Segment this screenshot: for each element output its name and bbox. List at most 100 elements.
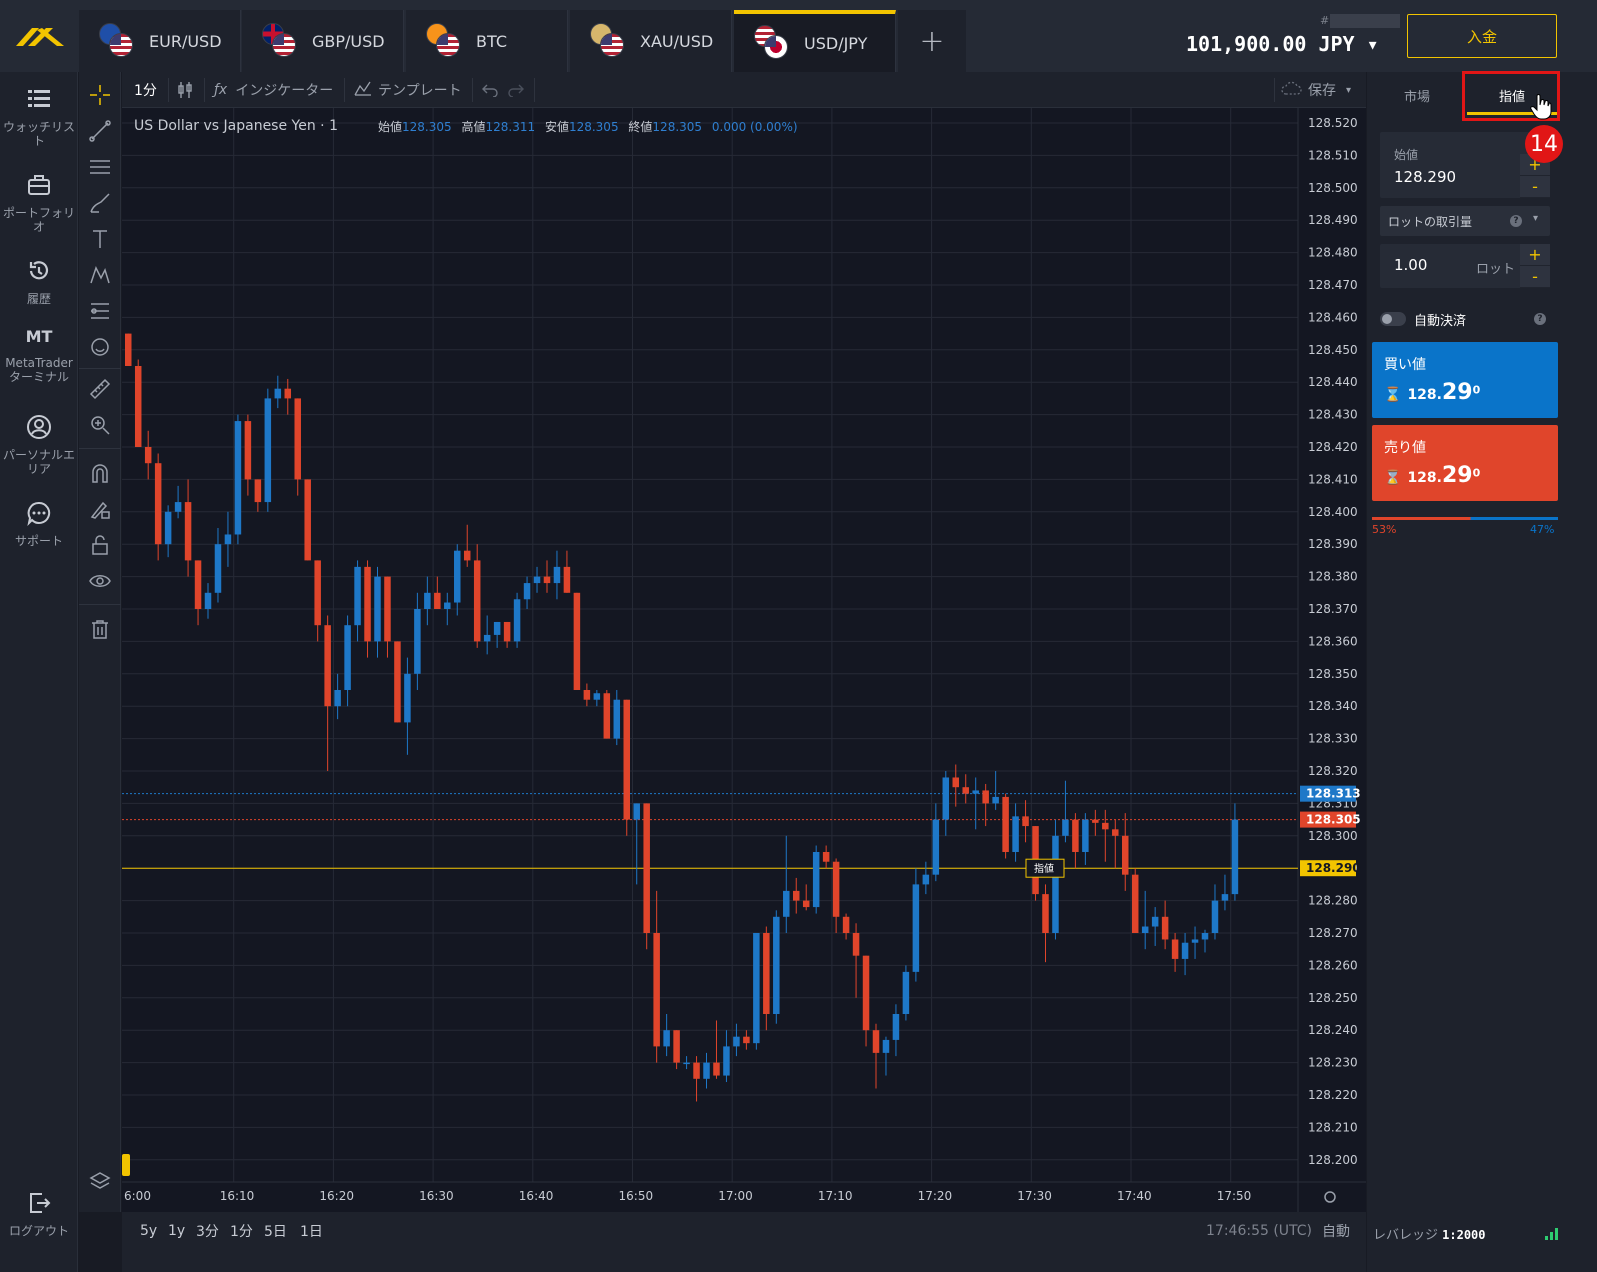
open-price-value[interactable]: 128.290 xyxy=(1394,168,1457,186)
candle-body xyxy=(773,916,780,1014)
templates-button[interactable]: テンプレート xyxy=(354,72,462,108)
ruler-tool-icon[interactable] xyxy=(85,374,115,404)
fib-lines-tool-icon[interactable] xyxy=(85,152,115,182)
candle-body xyxy=(463,550,471,561)
tab-label: XAU/USD xyxy=(640,31,714,51)
sell-price-pips: 29 xyxy=(1441,463,1473,488)
nav-logout[interactable]: ログアウト xyxy=(0,1190,78,1238)
candle-body xyxy=(414,609,421,674)
tab-gbpusd[interactable]: GBP/USD xyxy=(242,10,404,72)
nav-portfolio[interactable]: ポートフォリオ xyxy=(0,172,78,234)
buy-button[interactable]: 買い値 ⌛ 128.290 xyxy=(1372,342,1558,418)
eye-icon[interactable] xyxy=(85,566,115,596)
brush-tool-icon[interactable] xyxy=(85,188,115,218)
scroll-left-handle xyxy=(122,1154,130,1176)
crosshair-tool-icon[interactable] xyxy=(85,80,115,110)
candle-body xyxy=(842,916,850,933)
add-tab-button[interactable]: + xyxy=(898,10,966,72)
trendline-tool-icon[interactable] xyxy=(85,116,115,146)
candle-body xyxy=(1112,829,1119,836)
candlestick-chart[interactable]: 128.520 128.510 128.500 128.490 128.480 128.4… xyxy=(122,108,1366,1212)
text-tool-icon[interactable] xyxy=(85,224,115,254)
list-icon xyxy=(26,86,52,112)
emoji-tool-icon[interactable] xyxy=(85,332,115,362)
redo-icon[interactable] xyxy=(508,72,524,108)
tab-label: EUR/USD xyxy=(149,31,222,51)
y-tick-label: 128.410 xyxy=(1308,472,1358,486)
y-tick-label: 128.450 xyxy=(1308,343,1358,357)
account-balance[interactable]: 101,900.00 JPY ▾ xyxy=(1186,32,1379,56)
tab-xauusd[interactable]: XAU/USD xyxy=(570,10,732,72)
timeframe-1y[interactable]: 1y xyxy=(168,1223,186,1239)
nav-personal-area[interactable]: パーソナルエリア xyxy=(0,414,78,476)
interval-selector[interactable]: 1分 xyxy=(134,83,157,99)
timeframe-5y[interactable]: 5y xyxy=(140,1223,158,1239)
auto-close-toggle[interactable] xyxy=(1380,312,1406,326)
timeframe-1d[interactable]: 1日 xyxy=(300,1224,323,1240)
price-chart[interactable]: 128.520 128.510 128.500 128.490 128.480 128.4… xyxy=(122,108,1366,1212)
eu-us-flag-icon xyxy=(99,23,135,59)
trash-icon[interactable] xyxy=(85,614,115,644)
lot-amount-value[interactable]: 1.00 xyxy=(1394,256,1428,274)
tab-eurusd[interactable]: EUR/USD xyxy=(79,10,241,72)
increment-button[interactable]: + xyxy=(1520,244,1550,266)
magnet-tool-icon[interactable] xyxy=(85,458,115,488)
nav-history[interactable]: 履歴 xyxy=(0,258,78,306)
change-value: 0.000 (0.00%) xyxy=(711,120,798,134)
limit-order-label: 指値 xyxy=(1034,862,1054,875)
tool-divider xyxy=(79,368,121,369)
x-tick-label: 16:50 xyxy=(619,1189,654,1203)
deposit-button[interactable]: 入金 xyxy=(1407,14,1557,58)
auto-scale-toggle[interactable]: 自動 xyxy=(1322,1224,1350,1240)
tab-market[interactable]: 市場 xyxy=(1403,89,1430,105)
candle-body xyxy=(144,447,152,464)
lock-drawing-tool-icon[interactable] xyxy=(85,494,115,524)
nav-watchlist[interactable]: ウォッチリスト xyxy=(0,86,78,148)
tab-limit[interactable]: 指値 xyxy=(1498,89,1525,105)
decrement-button[interactable]: - xyxy=(1520,176,1550,198)
order-panel: 市場 指値 xyxy=(1367,72,1597,1212)
x-tick-label: 6:00 xyxy=(124,1189,151,1203)
candle-body xyxy=(1062,819,1069,836)
candle-type-icon[interactable] xyxy=(176,72,194,108)
lot-volume-dropdown[interactable]: ロットの取引量 ? ▾ xyxy=(1380,206,1550,236)
nav-support[interactable]: サポート xyxy=(0,500,78,548)
undo-icon[interactable] xyxy=(482,72,498,108)
lot-amount-field[interactable]: 1.00 ロット + - xyxy=(1380,244,1550,288)
candle-body xyxy=(1102,822,1109,830)
y-tick-label: 128.520 xyxy=(1308,116,1358,130)
pattern-tool-icon[interactable] xyxy=(85,260,115,290)
indicators-button[interactable]: ƒx インジケーター xyxy=(214,72,333,108)
nav-metatrader[interactable]: MT MetaTrader ターミナル xyxy=(0,329,78,385)
sentiment-bar xyxy=(1372,517,1558,520)
candle-body xyxy=(783,890,790,917)
x-tick-label: 16:40 xyxy=(519,1189,554,1203)
chevron-down-icon: ▾ xyxy=(1346,84,1352,96)
account-number: # xyxy=(1320,14,1330,27)
layers-icon[interactable] xyxy=(85,1166,115,1196)
candle-body xyxy=(1002,796,1009,852)
zoom-tool-icon[interactable] xyxy=(85,410,115,440)
candle-body xyxy=(234,421,242,535)
timeframe-5d[interactable]: 5日 xyxy=(264,1224,287,1240)
candle-body xyxy=(1082,819,1089,852)
save-button[interactable]: 保存 ▾ xyxy=(1280,72,1351,108)
timeframe-3min[interactable]: 3分 xyxy=(196,1224,219,1240)
decrement-button[interactable]: - xyxy=(1520,266,1550,288)
tab-usdjpy[interactable]: USD/JPY xyxy=(734,10,896,72)
candle-body xyxy=(982,790,989,804)
tab-btc[interactable]: BTC xyxy=(406,10,568,72)
help-icon[interactable]: ? xyxy=(1510,215,1522,227)
limit-price-tag: 128.290 xyxy=(1306,861,1361,875)
help-icon[interactable]: ? xyxy=(1534,313,1546,325)
candle-body xyxy=(683,1062,690,1065)
open-price-field[interactable]: 始値 128.290 + - xyxy=(1380,132,1550,198)
indicators-label: インジケーター xyxy=(235,83,334,99)
lot-stepper: + - xyxy=(1520,244,1550,288)
candle-body xyxy=(852,933,860,956)
lock-icon[interactable] xyxy=(85,530,115,560)
sell-button[interactable]: 売り値 ⌛ 128.290 xyxy=(1372,425,1558,501)
exness-logo[interactable] xyxy=(12,22,70,52)
projection-tool-icon[interactable] xyxy=(85,296,115,326)
timeframe-1min[interactable]: 1分 xyxy=(230,1224,253,1240)
